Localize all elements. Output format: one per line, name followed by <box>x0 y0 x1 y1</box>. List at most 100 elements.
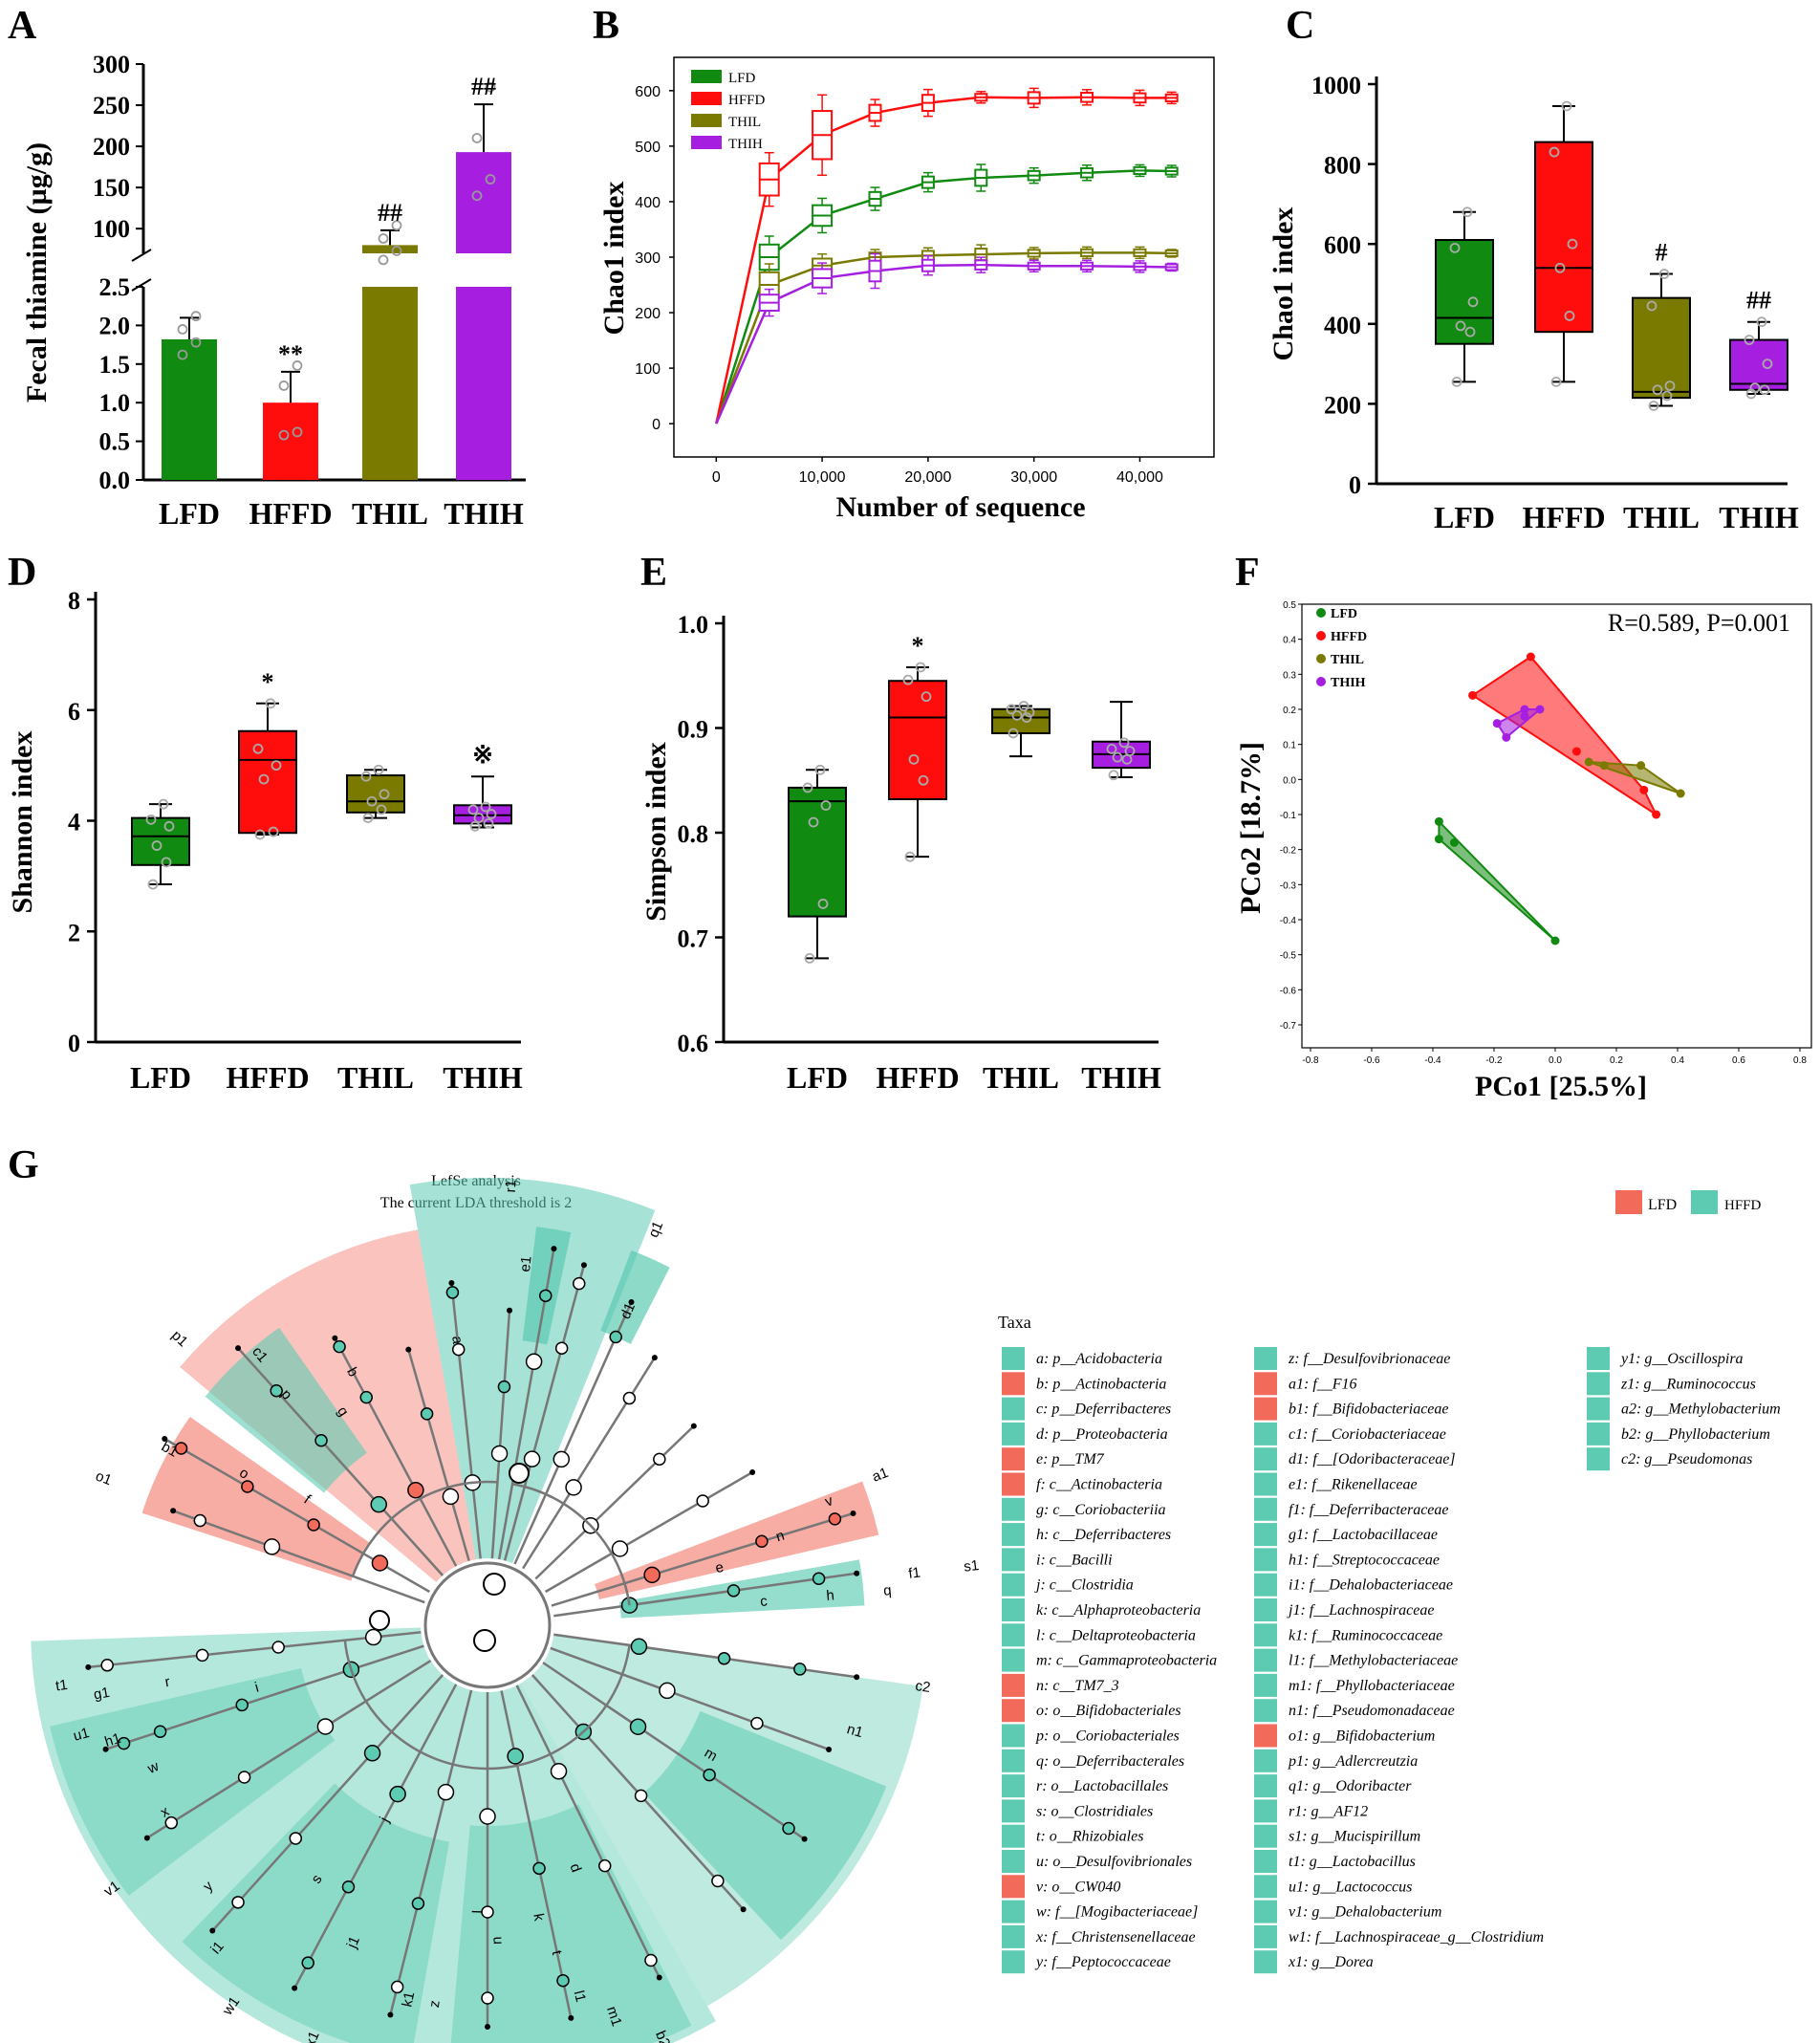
tree-label: o1 <box>94 1467 115 1489</box>
taxa-entry: n1: f__Pseudomonadaceae <box>1289 1703 1455 1719</box>
data-point <box>161 857 172 868</box>
taxa-swatch <box>1002 1397 1025 1421</box>
tree-label: h1 <box>103 1730 123 1750</box>
panel-b: B 0 100 200 300 400 500 600 0 10,000 20,000 30,000 4… <box>593 4 1215 523</box>
leaf-node <box>801 1836 808 1842</box>
clade-node <box>550 1763 568 1780</box>
data-point <box>802 782 813 793</box>
tree-label: r <box>163 1674 171 1691</box>
taxa-entry: p1: g__Adlercreutzia <box>1288 1753 1418 1770</box>
sample-point <box>1636 761 1646 771</box>
data-point <box>1762 359 1773 370</box>
clade-node <box>445 1286 460 1299</box>
data-point <box>145 814 157 825</box>
data-point <box>1554 262 1566 273</box>
branch <box>544 1470 753 1594</box>
taxa-entry: y1: g__Oscillospira <box>1619 1351 1744 1367</box>
y-axis-title: Simpson index <box>640 742 672 922</box>
x-category-label: THIH <box>444 496 524 531</box>
branch <box>550 1646 830 1751</box>
y-tick-label: 2 <box>68 919 80 946</box>
y-tick-label: 0.5 <box>99 428 131 456</box>
significance-mark: ※ <box>472 741 493 769</box>
leaf-node <box>551 1246 557 1252</box>
leaf-node <box>740 1906 747 1913</box>
taxa-swatch <box>1254 1648 1277 1672</box>
taxa-swatch <box>1254 1523 1277 1547</box>
taxa-swatch <box>1254 1548 1277 1572</box>
y-tick-label: 100 <box>635 361 661 378</box>
data-point <box>817 899 829 909</box>
clade-node <box>812 1572 826 1586</box>
data-point <box>190 311 202 322</box>
sample-point <box>1520 705 1529 714</box>
tree-label: u1 <box>72 1725 92 1745</box>
box-thih <box>1729 338 1788 391</box>
taxa-entry: f: c__Actinobacteria <box>1036 1477 1162 1493</box>
data-point <box>1112 751 1123 763</box>
data-point <box>177 349 188 360</box>
group-hull-lfd <box>1438 818 1556 942</box>
clade-node <box>828 1512 842 1526</box>
y-tick-label: 4 <box>68 809 80 837</box>
data-point <box>391 246 402 256</box>
sample-point <box>1526 652 1535 662</box>
taxa-entry: k: c__Alphaproteobacteria <box>1036 1602 1201 1619</box>
clade-node <box>629 1718 647 1735</box>
y-tick-label: 250 <box>93 92 130 120</box>
data-point <box>808 816 819 828</box>
taxa-swatch <box>1254 1799 1277 1823</box>
y-tick-label: -0.5 <box>1280 951 1297 962</box>
sample-point <box>1502 732 1511 742</box>
x-tick-label: 10,000 <box>799 469 846 486</box>
data-point <box>292 360 303 371</box>
branch <box>534 1424 695 1580</box>
tree-label: g1 <box>93 1684 111 1704</box>
plot-frame <box>1301 603 1812 1049</box>
clade-node <box>100 1659 114 1672</box>
x-tick-label: -0.8 <box>1302 1055 1319 1066</box>
clade-node <box>653 1452 666 1467</box>
x-category-label: LFD <box>787 1060 848 1095</box>
taxa-swatch <box>1254 1850 1277 1873</box>
bar-thil-lower <box>362 287 418 480</box>
y-tick-label: 600 <box>635 84 661 100</box>
clade-node <box>420 1407 434 1421</box>
leaf-node <box>826 1746 833 1752</box>
x-category-label: LFD <box>159 496 220 531</box>
x-axis-title: Number of sequence <box>835 491 1085 523</box>
clade-node <box>389 1785 406 1803</box>
panel-letter-a: A <box>8 4 37 48</box>
taxa-swatch <box>1254 1875 1277 1899</box>
panel-a: A 0.0 0.5 1.0 1.5 2.0 2.5 100 150 200 250 300 Fecal … <box>8 4 526 531</box>
taxa-entry: s1: g__Mucispirillum <box>1289 1829 1420 1845</box>
data-point <box>379 789 390 800</box>
clade-highlight-coriobacteriales <box>205 1327 367 1493</box>
leaf-node <box>749 1469 756 1475</box>
clade-node <box>316 1718 335 1735</box>
taxa-swatch <box>1254 1472 1277 1496</box>
taxa-swatch <box>1254 1724 1277 1748</box>
leaf-node <box>448 1279 455 1286</box>
data-point <box>908 753 920 765</box>
root-node <box>369 1610 390 1631</box>
clade-node <box>481 1905 494 1919</box>
data-point <box>483 817 494 829</box>
leaf-node <box>387 2011 394 2018</box>
y-tick-label: 600 <box>1324 231 1361 259</box>
leaf-node <box>854 1570 860 1576</box>
taxa-entry: u1: g__Lactococcus <box>1289 1879 1412 1895</box>
taxa-swatch <box>1002 1950 1025 1974</box>
data-point <box>163 820 175 832</box>
leaf-node <box>292 1985 298 1991</box>
data-point <box>1021 712 1032 723</box>
box-lfd <box>788 786 847 918</box>
taxa-entry: z: f__Desulfovibrionaceae <box>1288 1351 1450 1367</box>
clade-node <box>174 1442 188 1455</box>
panel-e: E 0.6 0.7 0.8 0.9 1.0 Simpson index LFD * HFFD THI… <box>640 551 1161 1095</box>
taxa-entry: g: c__Coriobacteriia <box>1036 1502 1166 1518</box>
legend-swatch-lfd <box>1615 1190 1642 1214</box>
taxa-swatch <box>1587 1447 1610 1471</box>
taxa-swatch <box>1002 1548 1025 1572</box>
bar-thih-lower <box>456 287 511 480</box>
